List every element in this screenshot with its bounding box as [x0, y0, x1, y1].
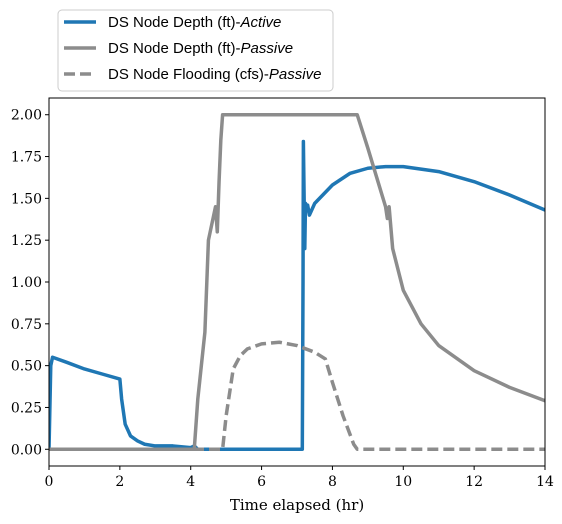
y-tick-label: 2.00: [11, 108, 42, 124]
x-tick-label: 10: [394, 474, 412, 490]
legend-label-2: DS Node Depth (ft)-Passive: [108, 40, 293, 57]
x-tick-label: 4: [186, 474, 195, 490]
plot-frame: [48, 97, 546, 467]
legend-label-mode: Passive: [269, 66, 322, 83]
y-tick-label: 1.50: [11, 191, 42, 207]
series-line-1: [49, 139, 545, 452]
series-line-3: [49, 340, 545, 452]
x-tick-label: 6: [257, 474, 266, 490]
legend-label-base: DS Node Depth (ft)-: [108, 14, 241, 31]
legend-label-mode: Active: [240, 14, 282, 31]
y-tick-label: 0.25: [11, 400, 42, 416]
x-axis-label: Time elapsed (hr): [230, 496, 364, 514]
y-tick-label: 0.75: [11, 317, 42, 333]
x-axis-ticks: 0 2 4 6 8 10 12 14: [45, 466, 554, 490]
x-tick-label: 14: [536, 474, 554, 490]
y-tick-label: 1.25: [11, 233, 42, 249]
legend-label-3: DS Node Flooding (cfs)-Passive: [108, 66, 321, 83]
legend-label-base: DS Node Depth (ft)-: [108, 40, 241, 57]
legend-label-1: DS Node Depth (ft)-Active: [108, 14, 281, 31]
x-tick-label: 12: [465, 474, 483, 490]
x-tick-label: 8: [328, 474, 337, 490]
series-line-2: [49, 112, 545, 452]
legend-label-base: DS Node Flooding (cfs)-: [108, 66, 269, 83]
y-tick-label: 0.00: [11, 442, 42, 458]
legend-label-mode: Passive: [241, 40, 294, 57]
y-tick-label: 1.00: [11, 275, 42, 291]
y-axis-ticks: 0.00 0.25 0.50 0.75 1.00 1.25 1.50 1.75 2.00: [11, 108, 49, 458]
x-tick-label: 0: [45, 474, 54, 490]
y-tick-label: 0.50: [11, 359, 42, 375]
y-tick-label: 1.75: [11, 150, 42, 166]
legend-frame: [57, 9, 334, 92]
x-tick-label: 2: [115, 474, 124, 490]
series-layer: [49, 112, 545, 452]
